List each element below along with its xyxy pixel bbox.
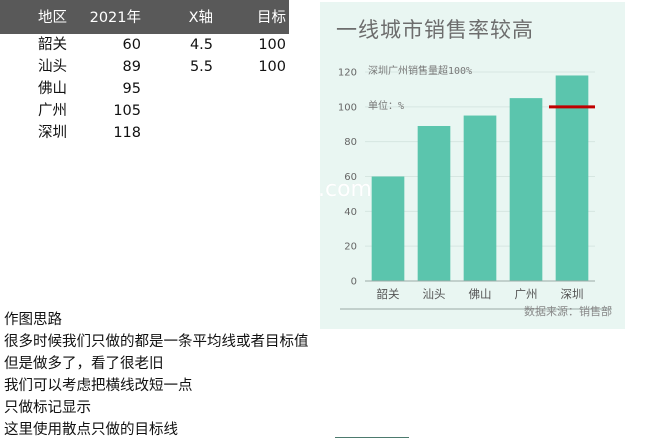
bar xyxy=(463,115,497,282)
y-tick-label: 80 xyxy=(344,137,357,148)
cell-target[interactable]: 100 xyxy=(258,37,286,53)
note-line[interactable]: 但是做多了，看了很老旧 xyxy=(4,356,164,372)
note-line[interactable]: 我们可以考虑把横线改短一点 xyxy=(4,378,193,394)
cell-region[interactable]: 韶关 xyxy=(38,37,67,53)
notes-block: 作图思路 很多时候我们只做的都是一条平均线或者目标值 但是做多了，看了很老旧 我… xyxy=(4,309,309,441)
watermark-text: .com xyxy=(318,177,372,202)
note-line[interactable]: 很多时候我们只做的都是一条平均线或者目标值 xyxy=(4,334,309,350)
table-row: 汕头 89 5.5 100 xyxy=(0,57,289,79)
bar-chart: 0 20 40 60 80 100 120 韶关 汕头 佛山 广州 深圳 深圳广州销售量超100% 单位：… xyxy=(338,64,612,318)
bar xyxy=(509,98,543,281)
y-tick-label: 0 xyxy=(351,277,357,288)
cell-region[interactable]: 深圳 xyxy=(38,125,67,141)
table-header-row: 地区 2021年 X轴 目标 xyxy=(0,0,289,34)
table-row: 广州 105 xyxy=(0,101,289,123)
unit-label: 单位：% xyxy=(368,99,404,112)
x-tick-label: 韶关 xyxy=(377,287,400,301)
bar xyxy=(555,75,589,281)
header-cell-x-axis[interactable]: X轴 xyxy=(188,10,213,26)
cell-x[interactable]: 4.5 xyxy=(189,37,213,53)
x-tick-label: 佛山 xyxy=(469,287,492,301)
note-line[interactable]: 这里使用散点只做的目标线 xyxy=(4,422,178,438)
cell-value[interactable]: 95 xyxy=(122,81,141,97)
table-row: 韶关 60 4.5 100 xyxy=(0,35,289,57)
y-tick-label: 20 xyxy=(344,242,357,253)
bar xyxy=(371,176,405,281)
y-tick-label: 40 xyxy=(344,207,357,218)
cell-target[interactable]: 100 xyxy=(258,59,286,75)
cell-value[interactable]: 118 xyxy=(113,125,141,141)
partial-divider xyxy=(335,437,409,438)
chart-annotation: 深圳广州销售量超100% xyxy=(368,64,472,77)
chart-panel[interactable]: 一线城市销售率较高 0 20 40 60 80 100 120 韶关 汕头 佛山 广州 深圳 深圳广州销… xyxy=(320,2,625,329)
table-row: 深圳 118 xyxy=(0,123,289,145)
chart-title: 一线城市销售率较高 xyxy=(336,18,534,42)
cell-value[interactable]: 105 xyxy=(113,103,141,119)
cell-x[interactable]: 5.5 xyxy=(189,59,213,75)
x-tick-label: 汕头 xyxy=(423,287,446,301)
y-tick-label: 60 xyxy=(344,172,357,183)
note-line[interactable]: 只做标记显示 xyxy=(4,400,91,416)
cell-region[interactable]: 汕头 xyxy=(38,59,67,75)
data-source: 数据来源：销售部 xyxy=(524,304,612,318)
cell-value[interactable]: 60 xyxy=(122,37,141,53)
cell-region[interactable]: 佛山 xyxy=(38,81,67,97)
header-cell-target[interactable]: 目标 xyxy=(257,10,286,26)
x-tick-label: 广州 xyxy=(515,287,538,301)
x-tick-label: 深圳 xyxy=(561,287,584,301)
header-cell-2021[interactable]: 2021年 xyxy=(89,10,141,26)
y-tick-label: 120 xyxy=(338,68,357,79)
header-cell-region[interactable]: 地区 xyxy=(38,10,67,26)
table-row: 佛山 95 xyxy=(0,79,289,101)
y-tick-label: 100 xyxy=(338,102,357,113)
cell-value[interactable]: 89 xyxy=(122,59,141,75)
cell-region[interactable]: 广州 xyxy=(38,103,67,119)
bar xyxy=(417,125,451,281)
note-line[interactable]: 作图思路 xyxy=(4,312,62,328)
